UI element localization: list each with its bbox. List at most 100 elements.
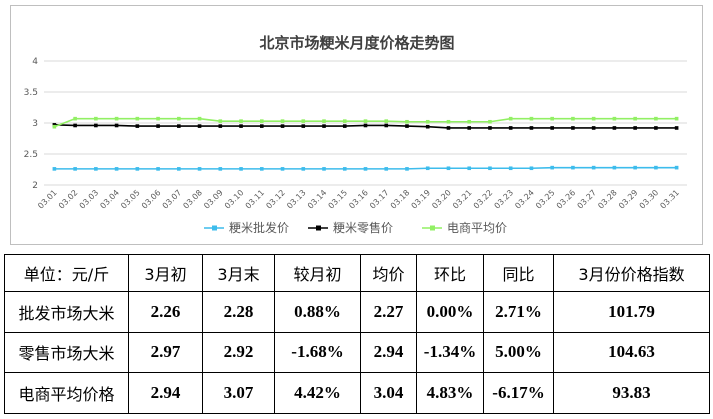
data-point xyxy=(114,116,119,121)
data-point xyxy=(425,119,430,124)
x-tick-label: 03.15 xyxy=(327,188,350,211)
data-point xyxy=(73,116,77,121)
data-point xyxy=(94,123,98,128)
data-point xyxy=(218,124,223,128)
legend-label: 粳米批发价 xyxy=(229,220,289,235)
data-point xyxy=(425,124,430,129)
data-point xyxy=(135,116,140,121)
header-average: 均价 xyxy=(360,254,417,292)
data-point xyxy=(280,124,285,128)
data-point xyxy=(52,124,57,129)
x-tick-label: 03.03 xyxy=(78,188,101,211)
legend-marker xyxy=(212,225,217,231)
data-point xyxy=(156,167,160,171)
y-tick-label: 3.5 xyxy=(24,88,38,98)
data-point xyxy=(612,165,617,170)
data-point xyxy=(654,165,658,170)
cell-value: 2.94 xyxy=(128,372,203,414)
legend-marker xyxy=(316,225,321,231)
y-tick-label: 2.5 xyxy=(24,150,38,160)
x-tick-label: 03.28 xyxy=(596,188,619,211)
cell-value: 2.71% xyxy=(483,291,554,333)
data-point xyxy=(218,119,223,123)
data-point xyxy=(384,167,389,171)
x-tick-label: 03.29 xyxy=(617,188,640,211)
data-point xyxy=(654,126,658,130)
grid-lines xyxy=(44,60,687,186)
data-point xyxy=(550,165,554,170)
data-point xyxy=(342,124,347,128)
data-point xyxy=(612,126,617,130)
data-point xyxy=(591,116,596,121)
data-point xyxy=(508,166,513,171)
data-point xyxy=(342,119,347,123)
data-point xyxy=(488,126,492,130)
row-label: 电商平均价格 xyxy=(4,372,129,414)
legend-marker xyxy=(430,225,435,231)
data-point xyxy=(52,123,57,127)
data-point xyxy=(363,119,368,123)
data-point xyxy=(156,124,160,128)
cell-value: 3.04 xyxy=(360,372,417,414)
y-tick-label: 2 xyxy=(32,181,38,191)
data-point xyxy=(218,167,223,171)
data-point xyxy=(508,126,513,130)
header-month-end: 3月末 xyxy=(202,254,275,292)
data-point xyxy=(322,119,326,123)
x-tick-label: 03.19 xyxy=(410,188,433,211)
data-point xyxy=(674,165,679,170)
price-table: 单位：元/斤 3月初 3月末 较月初 均价 环比 同比 3月份价格指数 批发市场… xyxy=(4,254,710,414)
cell-value: -6.17% xyxy=(483,372,554,414)
x-tick-label: 03.14 xyxy=(306,188,329,211)
x-tick-label: 03.17 xyxy=(368,188,391,211)
cell-value: -1.68% xyxy=(274,331,361,374)
data-point xyxy=(363,123,368,128)
data-point xyxy=(239,124,243,128)
cell-value: 2.28 xyxy=(202,291,275,333)
data-point xyxy=(633,116,637,121)
price-trend-chart: 北京市场粳米月度价格走势图 2 2.5 3 3.5 4 03.01 03.02 03.03 0… xyxy=(10,5,703,245)
cell-value: 4.83% xyxy=(416,372,484,414)
x-tick-label: 03.23 xyxy=(493,188,516,211)
cell-value: 2.97 xyxy=(128,331,203,374)
table-header-row: 单位：元/斤 3月初 3月末 较月初 均价 环比 同比 3月份价格指数 xyxy=(4,254,710,292)
x-axis-ticks: 03.0103.0203.0303.0403.0503.0603.0703.08… xyxy=(36,188,681,211)
x-tick-label: 03.13 xyxy=(285,188,308,211)
data-point xyxy=(550,116,554,121)
data-point xyxy=(467,166,472,171)
x-tick-label: 03.24 xyxy=(513,188,536,211)
data-point xyxy=(467,119,472,124)
data-point xyxy=(633,165,637,170)
data-point xyxy=(177,116,181,121)
chart-title: 北京市场粳米月度价格走势图 xyxy=(259,34,454,52)
data-point xyxy=(114,123,119,128)
x-tick-label: 03.26 xyxy=(555,188,578,211)
table-row: 批发市场大米 2.26 2.28 0.88% 2.27 0.00% 2.71% … xyxy=(4,291,710,333)
data-point xyxy=(446,126,451,130)
cell-value: 2.94 xyxy=(360,331,417,374)
row-label: 批发市场大米 xyxy=(4,291,129,333)
data-point xyxy=(259,124,264,128)
cell-value: 0.88% xyxy=(274,291,361,333)
y-tick-label: 3 xyxy=(32,119,38,129)
data-point xyxy=(550,126,554,130)
x-tick-label: 03.04 xyxy=(98,188,121,211)
data-point xyxy=(177,124,181,128)
data-point xyxy=(280,119,285,123)
data-point xyxy=(446,119,451,124)
x-tick-label: 03.20 xyxy=(430,188,453,211)
data-point xyxy=(529,126,534,130)
data-point xyxy=(239,167,243,171)
x-tick-label: 03.25 xyxy=(534,188,557,211)
data-point xyxy=(674,126,679,130)
x-tick-label: 03.18 xyxy=(389,188,412,211)
legend-label: 粳米零售价 xyxy=(333,220,393,235)
x-tick-label: 03.12 xyxy=(264,188,287,211)
data-point xyxy=(425,166,430,171)
data-point xyxy=(405,124,409,128)
cell-value: -1.34% xyxy=(416,331,484,374)
x-tick-label: 03.16 xyxy=(347,188,370,211)
data-point xyxy=(322,124,326,128)
data-point xyxy=(633,126,637,130)
x-tick-label: 03.11 xyxy=(244,188,267,211)
